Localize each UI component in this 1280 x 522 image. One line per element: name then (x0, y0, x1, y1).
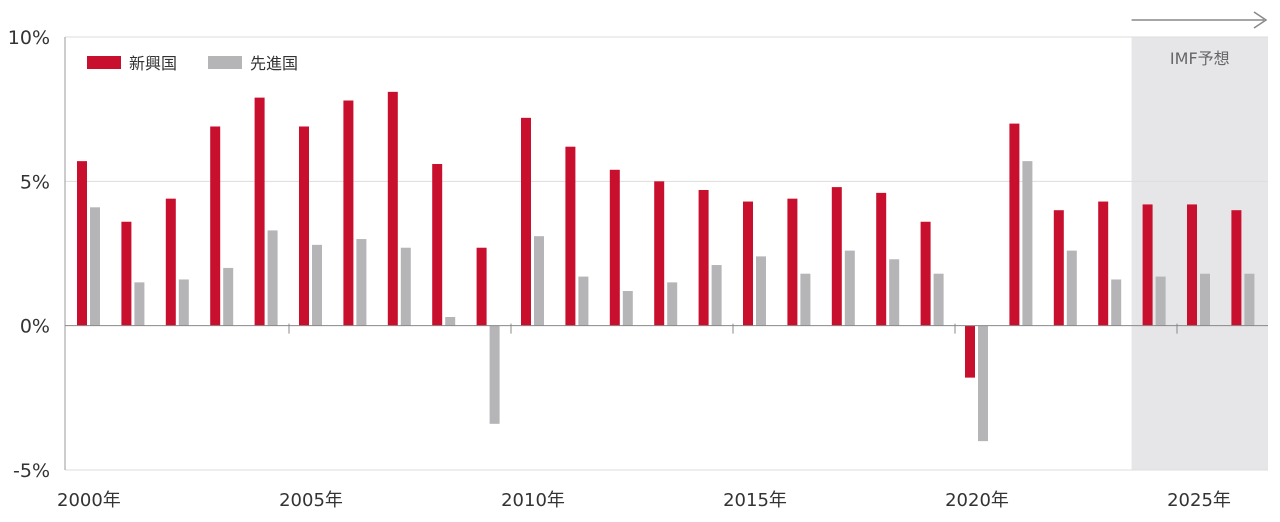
bar-advanced-2008 (445, 317, 456, 326)
bar-advanced-2018 (889, 259, 900, 326)
bar-advanced-2017 (844, 250, 855, 326)
bar-emerging-2005 (299, 126, 309, 326)
bar-emerging-2024 (1142, 204, 1153, 326)
bar-emerging-2016 (787, 198, 798, 326)
bar-advanced-2022 (1066, 250, 1077, 326)
bar-advanced-2005 (312, 244, 322, 326)
legend-label-emerging: 新興国 (129, 54, 177, 73)
bar-emerging-2014 (698, 189, 709, 326)
bar-emerging-2019 (920, 221, 931, 326)
x-tick-label: 2010年 (501, 490, 565, 511)
bar-advanced-2015 (756, 256, 766, 326)
y-tick-label: 5% (20, 171, 50, 193)
forecast-shade (1131, 37, 1268, 470)
bars-layer (77, 91, 1255, 442)
bar-emerging-2001 (121, 221, 132, 326)
x-tick-label: 2005年 (279, 490, 343, 511)
bar-emerging-2003 (210, 126, 221, 326)
bar-emerging-2025 (1187, 204, 1197, 326)
forecast-label: IMF予想 (1170, 49, 1230, 68)
grid-layer (65, 36, 1268, 471)
bar-emerging-2020 (965, 325, 975, 378)
bar-emerging-2000 (77, 161, 87, 326)
bar-emerging-2012 (609, 169, 620, 326)
bar-emerging-2022 (1053, 210, 1064, 326)
bar-emerging-2006 (343, 100, 354, 326)
bar-advanced-2007 (400, 247, 411, 326)
bar-advanced-2020 (978, 325, 988, 442)
bar-emerging-2002 (165, 198, 176, 326)
y-tick-label: 0% (20, 316, 50, 338)
axis-layer: 10% 5% 0% -5% 2000年 2005年 2010年 2015年 2020年 2025年 (8, 27, 1268, 511)
bar-advanced-2025 (1200, 273, 1210, 326)
y-tick-label: -5% (13, 460, 50, 482)
x-tick-label: 2020年 (945, 490, 1009, 511)
bar-emerging-2015 (743, 201, 753, 326)
bar-advanced-2003 (223, 267, 234, 326)
bar-advanced-2026 (1244, 273, 1255, 326)
bar-advanced-2004 (267, 230, 278, 326)
legend-swatch-advanced (208, 56, 242, 69)
bar-emerging-2021 (1009, 123, 1020, 326)
bar-advanced-2013 (667, 282, 678, 326)
bar-advanced-2000 (90, 207, 100, 326)
bar-emerging-2009 (476, 247, 487, 326)
bar-advanced-2002 (178, 279, 189, 326)
bar-advanced-2023 (1111, 279, 1122, 326)
bar-advanced-2010 (534, 236, 544, 326)
legend-swatch-emerging (87, 56, 121, 69)
x-tick-label: 2025年 (1167, 490, 1231, 511)
y-tick-label: 10% (8, 27, 50, 49)
x-tick-label: 2000年 (57, 490, 121, 511)
bar-advanced-2014 (711, 265, 722, 326)
forecast-arrow-icon (1253, 11, 1268, 29)
bar-emerging-2004 (254, 97, 265, 326)
legend: 新興国 先進国 (87, 54, 298, 73)
bar-emerging-2023 (1098, 201, 1109, 326)
bar-advanced-2006 (356, 239, 367, 326)
bar-emerging-2017 (831, 187, 842, 326)
bar-emerging-2010 (521, 117, 531, 326)
bar-advanced-2011 (578, 276, 589, 326)
bar-emerging-2026 (1231, 210, 1242, 326)
bar-advanced-2024 (1155, 276, 1166, 326)
bar-advanced-2019 (933, 273, 944, 326)
bar-emerging-2008 (432, 164, 443, 326)
legend-label-advanced: 先進国 (250, 54, 298, 73)
bar-emerging-2011 (565, 146, 576, 326)
bar-advanced-2009 (489, 325, 500, 424)
bar-emerging-2018 (876, 192, 887, 326)
bar-advanced-2012 (622, 291, 633, 326)
forecast-layer (1131, 11, 1268, 470)
bar-advanced-2001 (134, 282, 145, 326)
bar-advanced-2021 (1022, 161, 1033, 326)
bar-emerging-2013 (654, 181, 665, 326)
x-tick-label: 2015年 (723, 490, 787, 511)
bar-emerging-2007 (387, 91, 398, 326)
bar-advanced-2016 (800, 273, 811, 326)
